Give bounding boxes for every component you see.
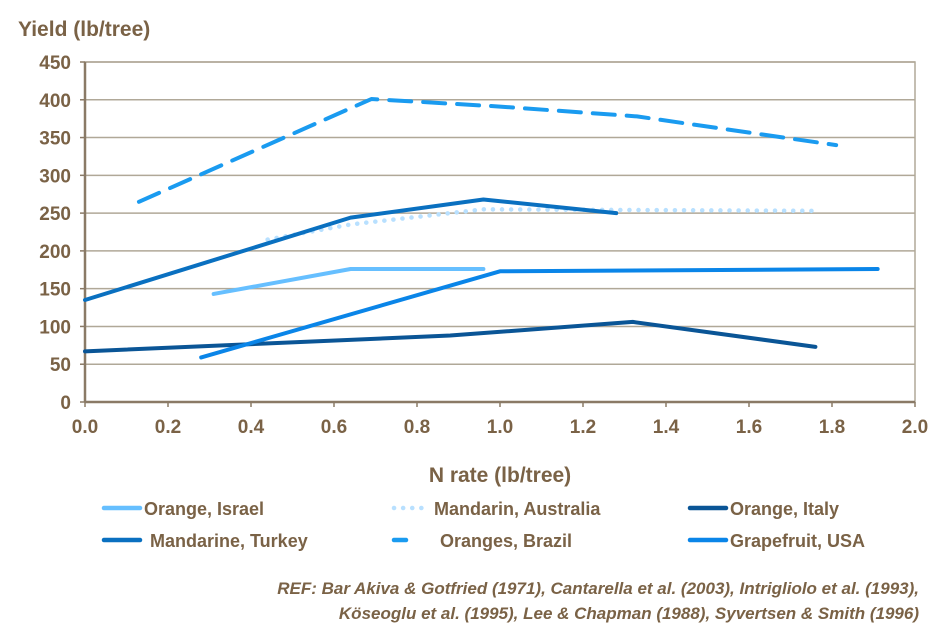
reference-line-1: REF: Bar Akiva & Gotfried (1971), Cantar… (277, 579, 919, 598)
y-tick-label: 100 (39, 317, 71, 338)
legend-label: Oranges, Brazil (440, 531, 572, 551)
reference-note: REF: Bar Akiva & Gotfried (1971), Cantar… (277, 576, 919, 626)
x-tick-label: 0.0 (72, 417, 98, 438)
y-tick-label: 150 (39, 280, 71, 301)
x-tick-label: 0.4 (238, 417, 265, 438)
series-line-3 (83, 197, 619, 302)
x-axis-label: N rate (lb/tree) (429, 464, 571, 487)
series-line-4 (136, 97, 839, 204)
x-tick-label: 1.0 (487, 417, 513, 438)
x-tick-label: 1.8 (819, 417, 845, 438)
series-line-2 (83, 319, 818, 354)
y-tick-label: 350 (39, 129, 71, 150)
series-line-5 (199, 267, 880, 360)
x-tick-label: 0.6 (321, 417, 347, 438)
y-tick-label: 250 (39, 204, 71, 225)
x-tick-label: 1.4 (653, 417, 680, 438)
series-line-0 (211, 267, 486, 296)
x-tick-label: 2.0 (902, 417, 928, 438)
y-tick-label: 400 (39, 91, 71, 112)
legend-label: Grapefruit, USA (730, 531, 865, 551)
y-tick-label: 0 (60, 393, 71, 414)
y-tick-label: 50 (50, 355, 71, 376)
y-axis-label: Yield (lb/tree) (18, 18, 150, 41)
x-tick-label: 1.6 (736, 417, 762, 438)
legend-label: Mandarin, Australia (434, 499, 601, 519)
series-line-1 (265, 207, 818, 242)
y-tick-label: 200 (39, 242, 71, 263)
y-tick-label: 450 (39, 53, 71, 74)
x-tick-label: 1.2 (570, 417, 596, 438)
plot-frame (84, 61, 916, 403)
y-tick-label: 300 (39, 166, 71, 187)
legend-label: Orange, Italy (730, 499, 839, 519)
x-tick-label: 0.2 (155, 417, 181, 438)
legend-label: Mandarine, Turkey (150, 531, 308, 551)
legend-label: Orange, Israel (144, 499, 264, 519)
reference-line-2: Köseoglu et al. (1995), Lee & Chapman (1… (338, 604, 919, 623)
x-tick-label: 0.8 (404, 417, 430, 438)
